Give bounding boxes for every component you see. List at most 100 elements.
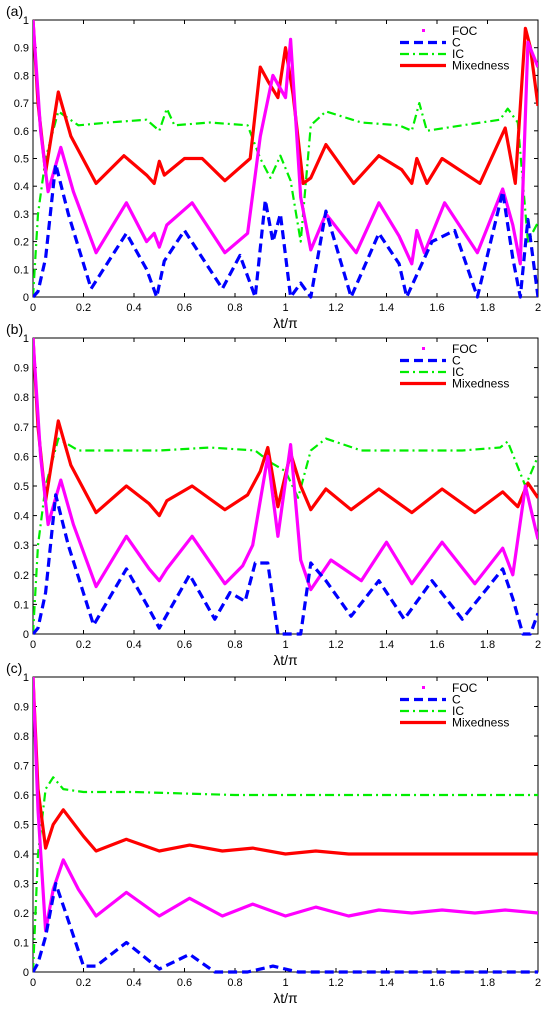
x-tick-label: 0.4 [126, 302, 141, 314]
x-tick-label: 1.8 [480, 977, 495, 989]
y-tick-label: 0.8 [14, 70, 29, 82]
y-tick-label: 0.8 [14, 392, 29, 404]
y-tick-label: 0.6 [14, 126, 29, 138]
x-tick-label: 0.8 [227, 639, 242, 651]
series-line-c [33, 493, 538, 636]
series-line-foc [33, 676, 538, 933]
x-tick-label: 1.4 [379, 639, 394, 651]
y-tick-label: 0.7 [14, 422, 29, 434]
y-tick-label: 1 [23, 672, 29, 684]
x-tick-label: 1.6 [429, 977, 444, 989]
legend-label-foc: FOC [452, 681, 478, 695]
chart-panel: 0 0.1 0.2 0.3 0.4 0.5 0.6 0.7 0.8 0.9 1 0 0.2 0.4 0.6 0… [6, 660, 541, 1006]
legend-label-c: C [452, 36, 461, 50]
x-tick-label: 0.2 [76, 302, 91, 314]
legend-label-foc: FOC [452, 24, 478, 38]
y-tick-label: 0.3 [14, 209, 29, 221]
y-tick-label: 0 [23, 629, 29, 641]
series-line-mixedness [33, 337, 538, 518]
y-tick-label: 0.5 [14, 481, 29, 493]
chart-panel: 0 0.1 0.2 0.3 0.4 0.5 0.6 0.7 0.8 0.9 1 0 0.2 0.4 0.6 0… [6, 321, 541, 668]
y-tick-label: 0.1 [14, 264, 29, 276]
y-tick-label: 0 [23, 292, 29, 304]
y-tick-label: 0.5 [14, 820, 29, 832]
panel-label: (b) [6, 321, 23, 337]
y-tick-label: 0.7 [14, 98, 29, 110]
y-tick-label: 0.5 [14, 154, 29, 166]
series-line-ic [33, 102, 538, 298]
x-axis-label: λt/π [273, 990, 298, 1005]
legend-label-mixedness: Mixedness [452, 716, 509, 730]
y-tick-label: 0.7 [14, 761, 29, 773]
x-tick-label: 2 [535, 977, 541, 989]
x-tick-label: 1.8 [480, 302, 495, 314]
x-tick-label: 1.2 [328, 639, 343, 651]
x-tick-label: 0.8 [227, 302, 242, 314]
y-tick-label: 0.8 [14, 731, 29, 743]
series-line-foc [33, 337, 538, 592]
x-tick-label: 0.2 [76, 639, 91, 651]
x-tick-label: 0.4 [126, 977, 141, 989]
y-tick-label: 0.1 [14, 599, 29, 611]
series-line-ic [33, 776, 538, 973]
panel-label: (c) [6, 660, 22, 676]
x-tick-label: 2 [535, 302, 541, 314]
legend-label-ic: IC [452, 47, 464, 61]
x-tick-label: 0 [30, 639, 36, 651]
x-tick-label: 1.6 [429, 302, 444, 314]
y-tick-label: 0.3 [14, 540, 29, 552]
x-tick-label: 1.8 [480, 639, 495, 651]
x-tick-label: 1 [282, 302, 288, 314]
chart-panel: 0 0.1 0.2 0.3 0.4 0.5 0.6 0.7 0.8 0.9 1 0 0.2 0.4 0.6 0… [6, 3, 541, 331]
x-tick-label: 1.4 [379, 302, 394, 314]
y-tick-label: 0.3 [14, 879, 29, 891]
y-tick-label: 0.6 [14, 790, 29, 802]
x-tick-label: 1 [282, 639, 288, 651]
series-line-foc [33, 19, 538, 266]
legend-label-mixedness: Mixedness [452, 377, 509, 391]
y-tick-label: 0.4 [14, 181, 29, 193]
legend-swatch-foc [422, 29, 425, 32]
x-tick-label: 0.2 [76, 977, 91, 989]
series-line-mixedness [33, 676, 538, 856]
legend-swatch-foc [422, 347, 425, 350]
series-line-mixedness [33, 19, 538, 185]
x-tick-label: 0 [30, 977, 36, 989]
x-axis-label: λt/π [273, 315, 298, 331]
x-tick-label: 0.8 [227, 977, 242, 989]
legend-label-c: C [452, 354, 461, 368]
x-tick-label: 0.6 [177, 302, 192, 314]
y-tick-label: 0.2 [14, 237, 29, 249]
series-line-c [33, 162, 538, 299]
series-group [33, 676, 538, 974]
y-tick-label: 1 [23, 333, 29, 345]
legend-label-c: C [452, 693, 461, 707]
x-tick-label: 0 [30, 302, 36, 314]
legend-swatch-foc [422, 686, 425, 689]
panel-label: (a) [6, 3, 23, 19]
y-tick-label: 0.1 [14, 938, 29, 950]
y-tick-label: 0.6 [14, 451, 29, 463]
series-line-c [33, 881, 538, 974]
y-tick-label: 0.2 [14, 570, 29, 582]
x-tick-label: 1.2 [328, 977, 343, 989]
x-tick-label: 0.4 [126, 639, 141, 651]
y-tick-label: 0 [23, 967, 29, 979]
x-tick-label: 2 [535, 639, 541, 651]
y-tick-label: 0.9 [14, 363, 29, 375]
y-tick-label: 0.2 [14, 908, 29, 920]
y-tick-label: 0.4 [14, 849, 29, 861]
x-tick-label: 1 [282, 977, 288, 989]
y-tick-label: 0.9 [14, 43, 29, 55]
legend-label-foc: FOC [452, 342, 478, 356]
legend-label-mixedness: Mixedness [452, 59, 509, 73]
x-tick-label: 0.6 [177, 639, 192, 651]
legend-label-ic: IC [452, 365, 464, 379]
legend-label-ic: IC [452, 704, 464, 718]
y-tick-label: 0.4 [14, 511, 29, 523]
y-tick-label: 0.9 [14, 702, 29, 714]
x-tick-label: 0.6 [177, 977, 192, 989]
series-group [33, 337, 538, 636]
